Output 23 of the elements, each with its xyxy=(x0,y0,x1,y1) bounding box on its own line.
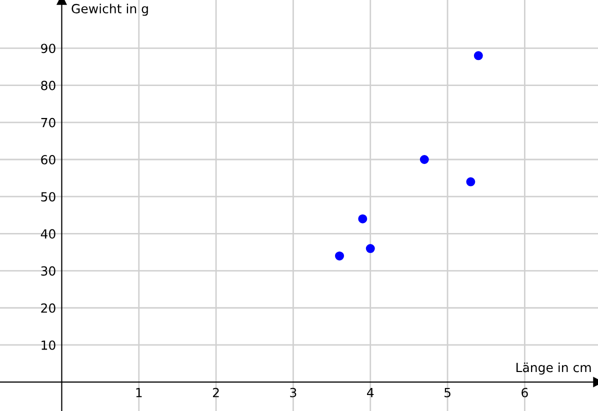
y-tick-label: 30 xyxy=(41,266,56,276)
y-tick-label: 20 xyxy=(41,303,56,313)
y-tick-label: 60 xyxy=(41,154,56,164)
x-tick-label: 3 xyxy=(290,388,296,398)
x-tick-label: 2 xyxy=(212,388,219,398)
point xyxy=(366,244,375,254)
y-tick-label: 40 xyxy=(40,229,56,239)
point xyxy=(335,251,344,260)
x-tick-label: 1 xyxy=(136,388,142,398)
x-tick-label: 4 xyxy=(367,388,374,398)
y-tick-label: 10 xyxy=(42,340,56,350)
x-axis-title: Länge in cm xyxy=(516,362,591,375)
x-tick-label: 6 xyxy=(522,388,528,398)
point xyxy=(358,214,368,224)
point xyxy=(466,177,476,186)
y-tick-label: 90 xyxy=(41,44,56,54)
y-axis-title: Gewicht in g xyxy=(72,4,148,16)
y-tick-label: 50 xyxy=(41,192,56,202)
y-tick-label: 80 xyxy=(41,80,56,90)
x-tick-label: 5 xyxy=(444,388,450,398)
point xyxy=(474,51,483,60)
point xyxy=(420,155,429,164)
y-tick-label: 70 xyxy=(41,118,56,128)
